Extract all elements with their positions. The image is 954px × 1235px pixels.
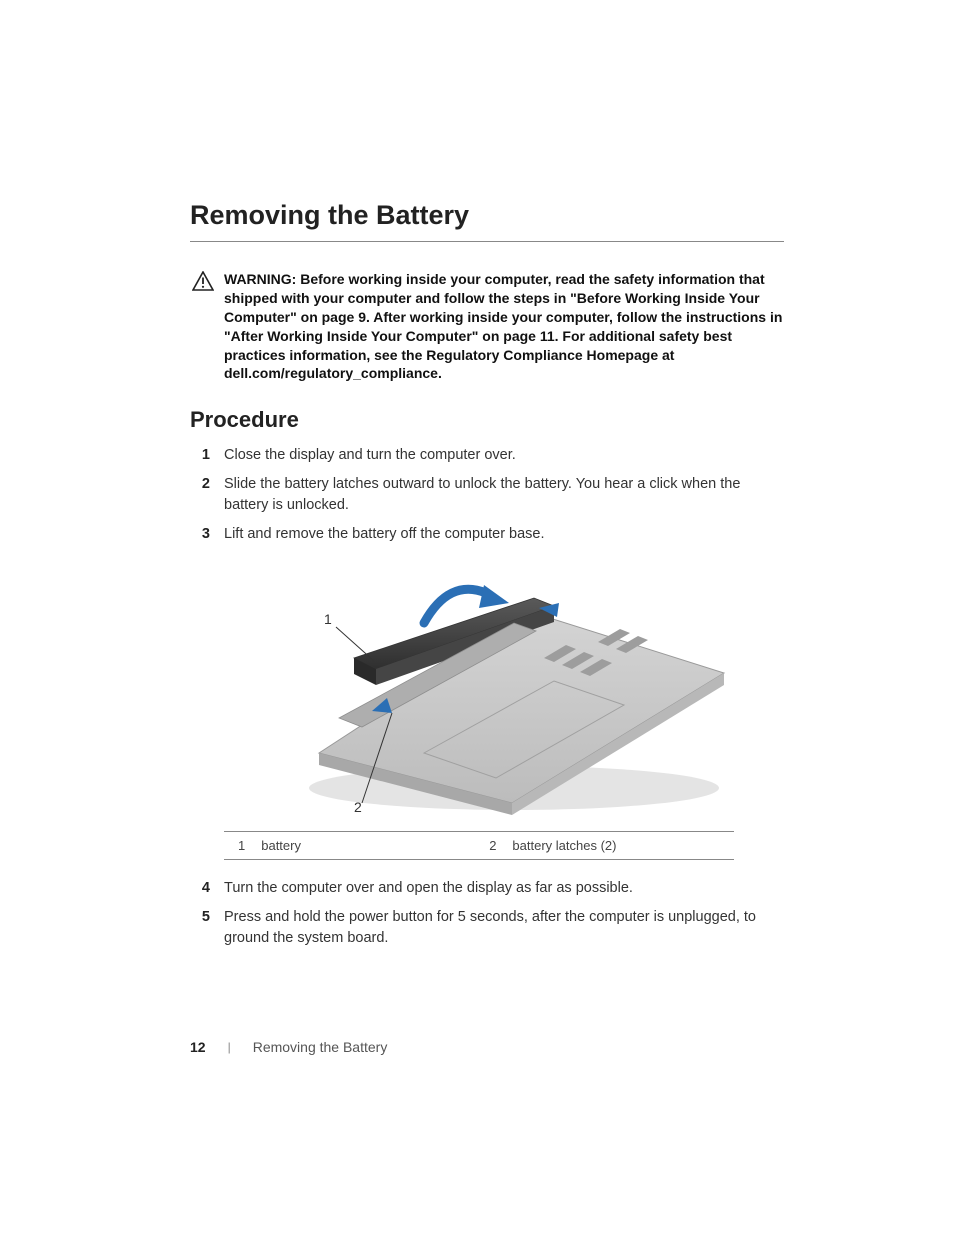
procedure-steps-continued: 4Turn the computer over and open the dis… [190, 878, 784, 949]
callout-2: 2 [354, 799, 362, 815]
legend-item-2: 2 battery latches (2) [489, 838, 734, 853]
page-number: 12 [190, 1039, 206, 1055]
warning-body: Before working inside your computer, rea… [224, 271, 782, 381]
figure-legend: 1 battery 2 battery latches (2) [224, 831, 734, 860]
footer-section: Removing the Battery [253, 1039, 388, 1055]
figure-illustration: 1 2 [224, 563, 734, 823]
warning-icon [190, 271, 214, 291]
legend-item-1: 1 battery [224, 838, 489, 853]
step-5: 5Press and hold the power button for 5 s… [190, 907, 784, 949]
footer-divider: | [228, 1040, 231, 1054]
step-1: 1Close the display and turn the computer… [190, 445, 784, 466]
page-footer: 12 | Removing the Battery [190, 1039, 387, 1055]
callout-1: 1 [324, 611, 332, 627]
procedure-heading: Procedure [190, 407, 784, 433]
step-4: 4Turn the computer over and open the dis… [190, 878, 784, 899]
page-title: Removing the Battery [190, 200, 784, 242]
procedure-steps: 1Close the display and turn the computer… [190, 445, 784, 545]
warning-block: WARNING: Before working inside your comp… [190, 270, 784, 383]
warning-label: WARNING: [224, 271, 296, 287]
warning-text: WARNING: Before working inside your comp… [224, 270, 784, 383]
step-2: 2Slide the battery latches outward to un… [190, 474, 784, 516]
figure: 1 2 1 battery 2 battery latches (2) [224, 563, 734, 860]
step-3: 3Lift and remove the battery off the com… [190, 524, 784, 545]
